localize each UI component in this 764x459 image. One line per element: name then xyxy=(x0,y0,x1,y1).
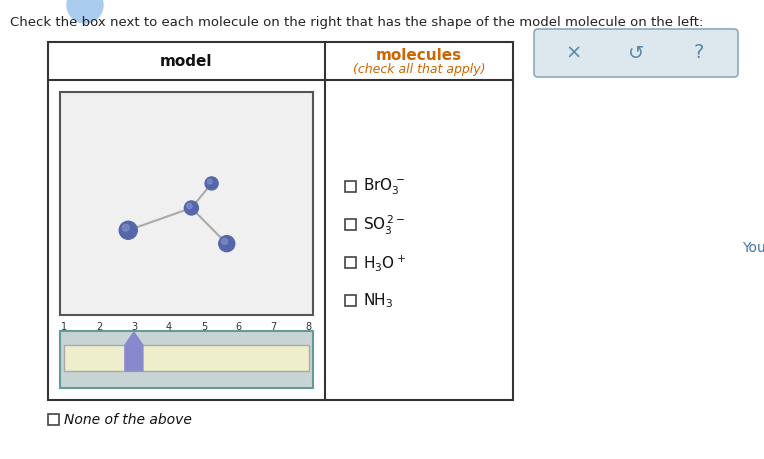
Bar xyxy=(48,42,513,400)
Circle shape xyxy=(205,177,218,190)
Text: 1: 1 xyxy=(61,322,67,332)
Circle shape xyxy=(207,179,212,184)
Text: 5: 5 xyxy=(201,322,207,332)
Bar xyxy=(345,295,356,306)
Text: 6: 6 xyxy=(236,322,242,332)
Text: You: You xyxy=(742,241,764,255)
Text: H$_3$O$^+$: H$_3$O$^+$ xyxy=(363,253,406,273)
Text: ×: × xyxy=(565,44,581,62)
Bar xyxy=(60,92,312,315)
Bar xyxy=(64,345,309,371)
Text: SO$_3^{\,2-}$: SO$_3^{\,2-}$ xyxy=(363,213,405,236)
Bar xyxy=(345,257,356,268)
Circle shape xyxy=(67,0,103,23)
Circle shape xyxy=(184,201,199,215)
Text: molecules: molecules xyxy=(376,48,462,63)
Circle shape xyxy=(119,221,138,239)
Text: 8: 8 xyxy=(306,322,312,332)
Bar xyxy=(345,219,356,230)
Text: (check all that apply): (check all that apply) xyxy=(353,63,485,76)
Text: ?: ? xyxy=(694,44,704,62)
Bar xyxy=(60,92,312,315)
FancyBboxPatch shape xyxy=(534,29,738,77)
Text: BrO$_3^{\,-}$: BrO$_3^{\,-}$ xyxy=(363,177,405,197)
Text: 7: 7 xyxy=(270,322,277,332)
Circle shape xyxy=(222,238,228,245)
Bar xyxy=(48,414,59,425)
Text: ↺: ↺ xyxy=(628,44,644,62)
Text: Check the box next to each molecule on the right that has the shape of the model: Check the box next to each molecule on t… xyxy=(10,16,704,29)
Bar xyxy=(60,331,312,388)
Bar xyxy=(345,181,356,192)
Text: None of the above: None of the above xyxy=(64,413,192,427)
Text: NH$_3$: NH$_3$ xyxy=(363,291,393,310)
Polygon shape xyxy=(125,332,143,371)
Circle shape xyxy=(219,235,235,252)
Text: 2: 2 xyxy=(96,322,102,332)
Text: 4: 4 xyxy=(166,322,172,332)
Text: model: model xyxy=(160,54,212,68)
Text: 3: 3 xyxy=(131,322,137,332)
Circle shape xyxy=(186,203,192,209)
Circle shape xyxy=(122,224,129,231)
